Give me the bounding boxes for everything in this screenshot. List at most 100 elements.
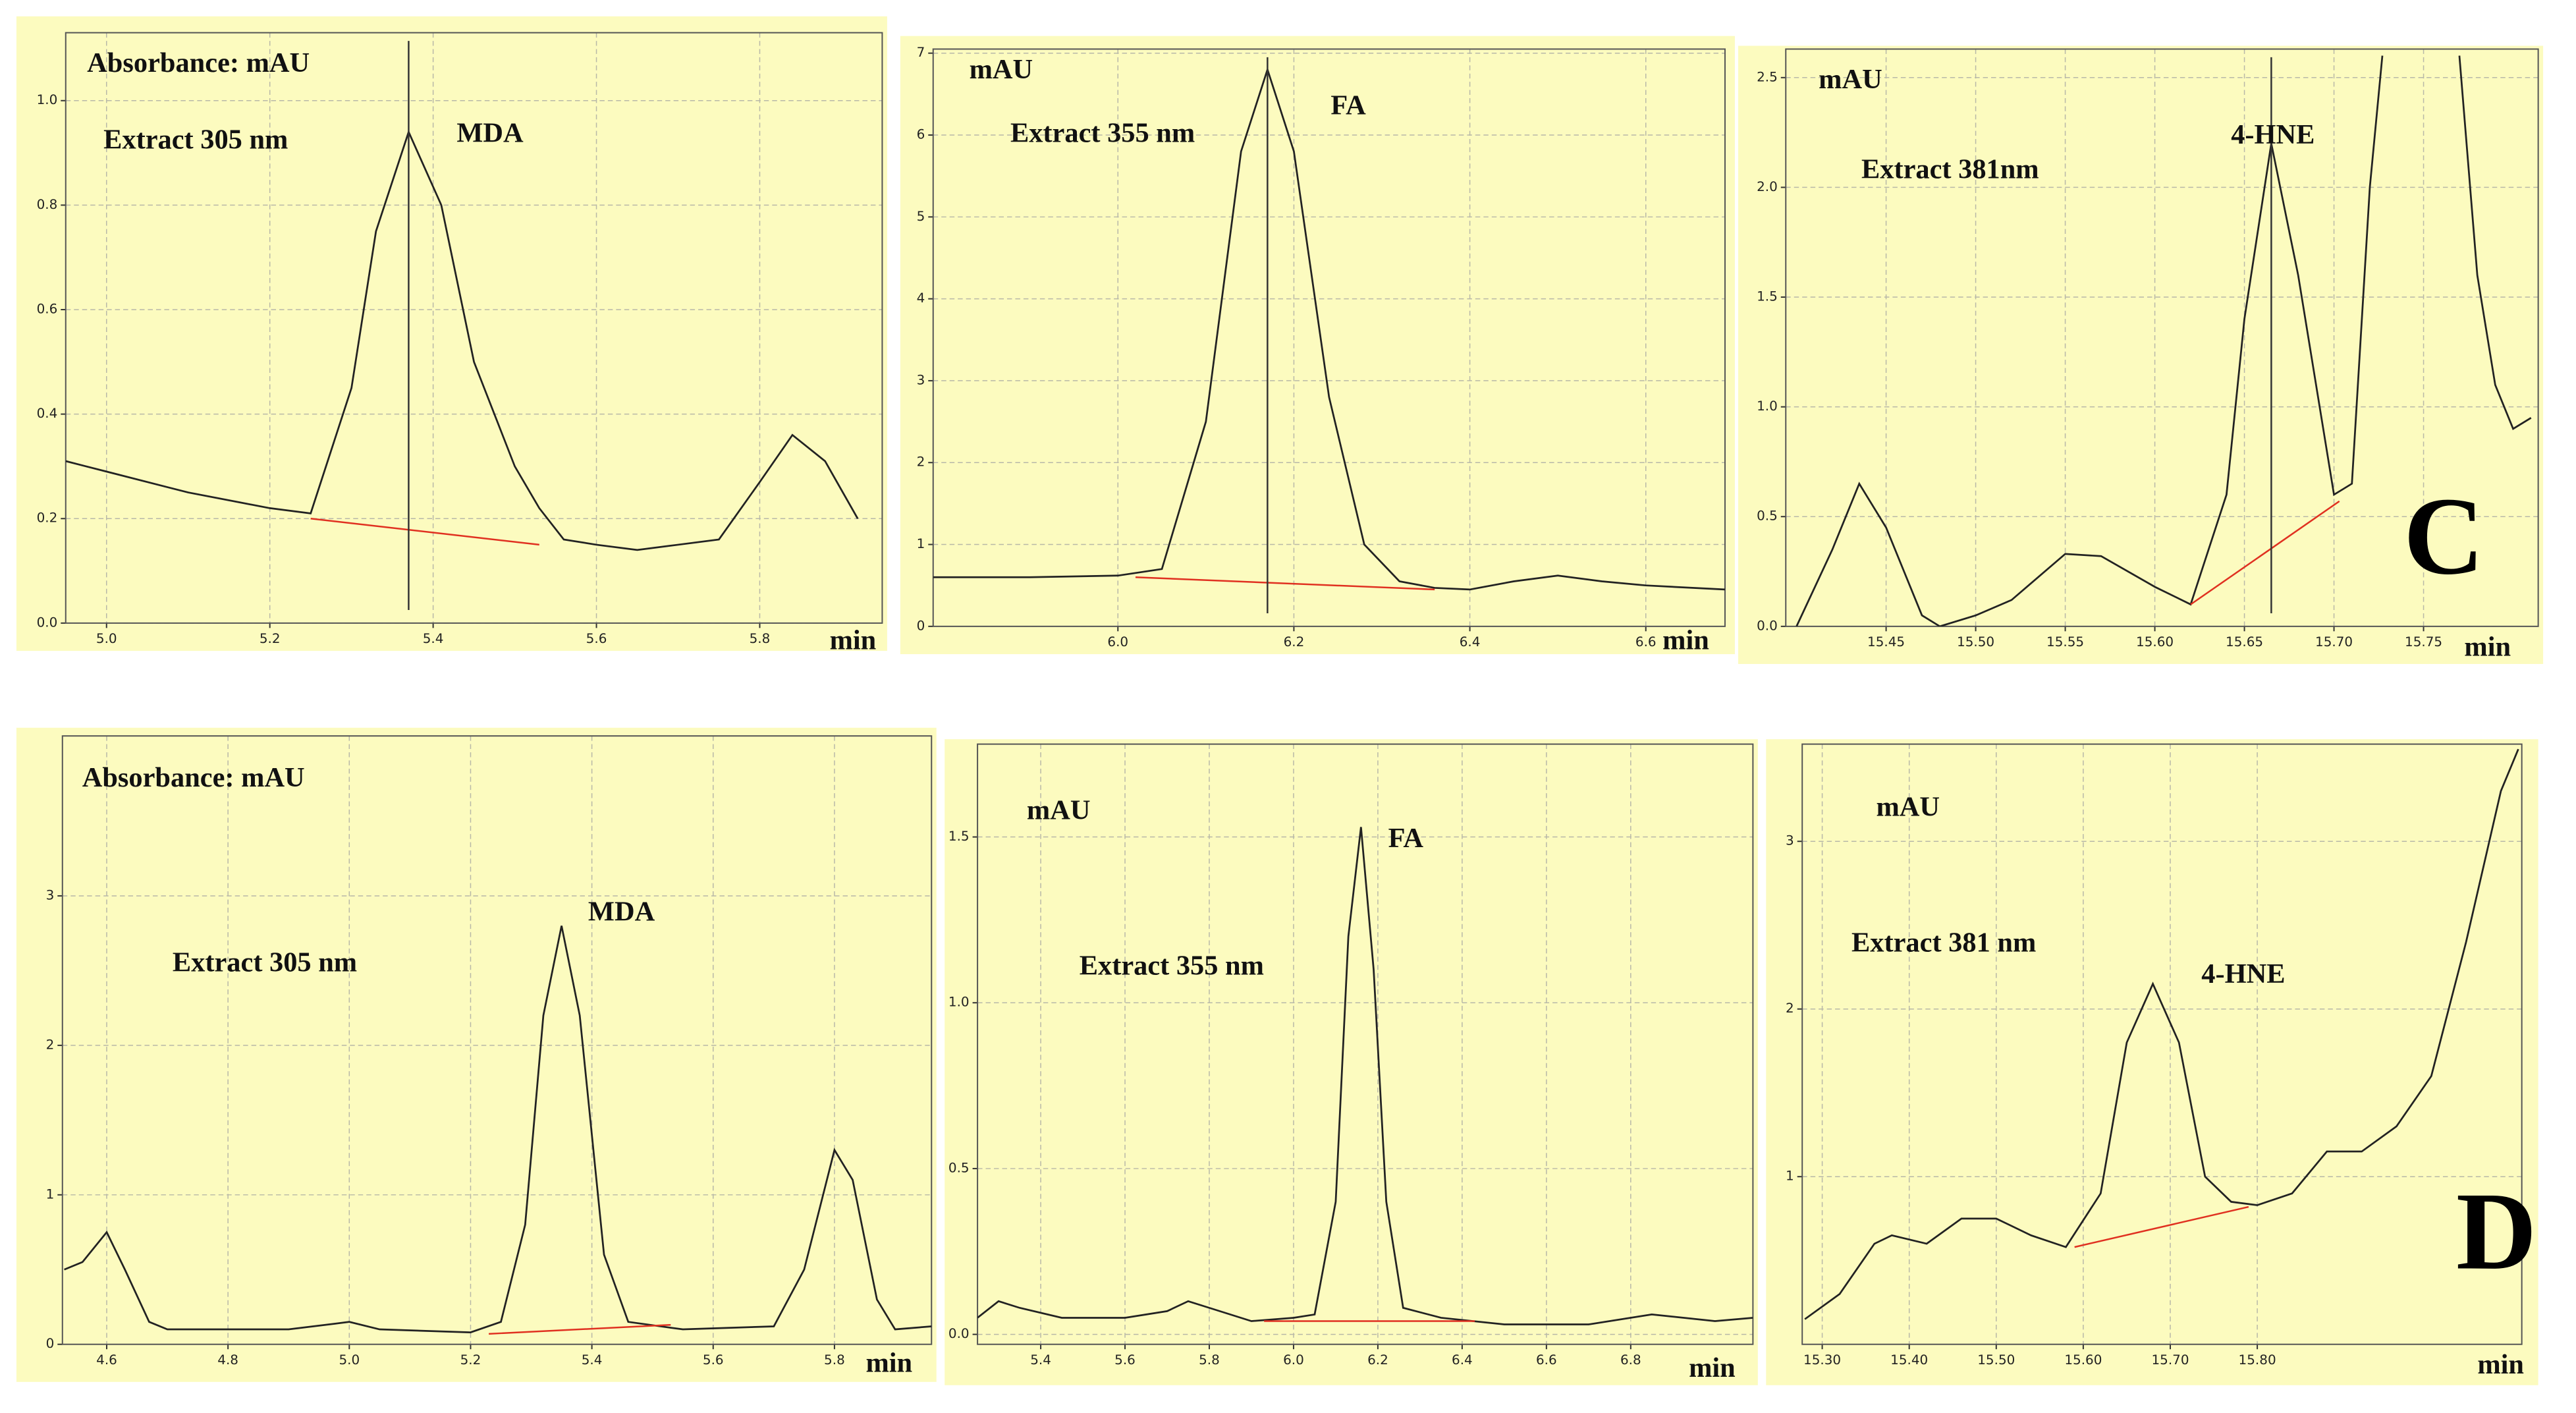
- x-tick-label: 6.6: [1536, 1352, 1557, 1368]
- y-tick-label: 0.6: [37, 302, 58, 317]
- plot-frame: [65, 32, 883, 624]
- plot-frame: [1801, 743, 2523, 1345]
- y-axis-label: mAU: [1819, 64, 1882, 95]
- panel-background: [16, 16, 887, 651]
- panel-label: C: [2403, 474, 2484, 598]
- y-tick-label: 1: [917, 536, 925, 551]
- peak-label: MDA: [456, 118, 524, 149]
- y-tick-label: 0: [917, 618, 925, 633]
- y-tick-label: 7: [917, 45, 925, 60]
- x-tick-label: 15.30: [1803, 1352, 1841, 1368]
- extract-label: Extract 355 nm: [1080, 950, 1264, 981]
- x-tick-label: 5.4: [1030, 1352, 1051, 1368]
- y-tick-label: 0.4: [37, 406, 58, 421]
- y-tick-label: 3: [46, 888, 55, 903]
- y-tick-label: 1.5: [948, 829, 970, 844]
- y-tick-label: 2.0: [1757, 179, 1778, 194]
- x-tick-label: 5.4: [423, 631, 444, 646]
- panel-background: [900, 36, 1735, 655]
- integration-baseline: [1135, 576, 1435, 591]
- x-tick-label: 5.8: [824, 1352, 845, 1368]
- x-tick-label: 5.2: [460, 1352, 481, 1368]
- trace: [1804, 748, 2519, 1320]
- plot-frame: [1785, 48, 2539, 627]
- trace: [933, 67, 1725, 591]
- integration-baseline: [2190, 500, 2340, 605]
- extract-label: Extract 381 nm: [1851, 928, 2036, 958]
- x-tick-label: 6.8: [1620, 1352, 1641, 1368]
- panel: 0.0 0.5 1.0 1.5 5.4 5.6 5.8 6.0 6.2 6.4 6.6 6.8 mAU E…: [945, 739, 1758, 1385]
- integration-baseline: [489, 1323, 671, 1335]
- x-tick-label: 15.75: [2405, 634, 2442, 650]
- y-tick-label: 3: [917, 372, 925, 387]
- panel-background: [1766, 739, 2538, 1385]
- x-axis-label: min: [1662, 624, 1709, 655]
- x-tick-label: 6.2: [1284, 634, 1305, 650]
- extract-label: Extract 305 nm: [103, 125, 288, 155]
- x-tick-label: 15.55: [2046, 634, 2084, 650]
- y-tick-label: 4: [917, 291, 925, 306]
- x-axis-label: min: [2464, 631, 2511, 662]
- x-tick-label: 4.6: [96, 1352, 117, 1368]
- y-tick-label: 0.5: [1757, 509, 1778, 524]
- y-tick-label: 2.5: [1757, 69, 1778, 84]
- y-tick-label: 0.0: [1757, 618, 1778, 633]
- y-tick-label: 2: [917, 455, 925, 470]
- x-tick-label: 15.70: [2151, 1352, 2189, 1368]
- x-tick-label: 5.8: [750, 631, 771, 646]
- y-tick-label: 0.8: [37, 197, 58, 212]
- panel: 1 2 3 15.30 15.40 15.50 15.60 15.70 15.80 mAU Extr…: [1766, 739, 2538, 1385]
- panel: 0.0 0.5 1.0 1.5 2.0 2.5 15.45 15.50 15.55 15.60 15…: [1738, 45, 2544, 664]
- x-tick-label: 6.4: [1460, 634, 1481, 650]
- x-tick-label: 5.4: [582, 1352, 603, 1368]
- y-tick-label: 6: [917, 127, 925, 142]
- x-tick-label: 5.2: [260, 631, 281, 646]
- x-tick-label: 5.6: [703, 1352, 724, 1368]
- x-tick-label: 6.0: [1107, 634, 1128, 650]
- x-tick-label: 5.8: [1199, 1352, 1220, 1368]
- peak-label: FA: [1388, 823, 1424, 854]
- x-tick-label: 15.80: [2239, 1352, 2276, 1368]
- x-tick-label: 15.60: [2064, 1352, 2102, 1368]
- x-tick-label: 15.50: [1977, 1352, 2015, 1368]
- x-axis-label: min: [1689, 1352, 1736, 1383]
- y-axis-label: Absorbance: mAU: [87, 47, 310, 78]
- panel: 0.0 0.2 0.4 0.6 0.8 1.0 5.0 5.2 5.4 5.6 5.8 Absorba…: [16, 16, 887, 655]
- plot-frame: [977, 743, 1754, 1345]
- plot-frame: [932, 48, 1726, 627]
- x-axis-label: min: [865, 1348, 912, 1379]
- y-tick-label: 5: [917, 209, 925, 224]
- x-axis-label: min: [830, 624, 877, 655]
- panel: 0 1 2 3 4 5 6 7 6.0 6.2 6.4 6.6 mAU Extract 355 nm FA m…: [900, 36, 1735, 655]
- integration-baseline: [2074, 1205, 2249, 1248]
- panel-background: [1738, 45, 2544, 664]
- y-tick-label: 0.0: [948, 1326, 970, 1341]
- y-tick-label: 2: [1786, 1001, 1794, 1016]
- trace: [64, 926, 932, 1333]
- panel: 0 1 2 3 4.6 4.8 5.0 5.2 5.4 5.6 5.8 Absorbance: mAU…: [16, 727, 937, 1382]
- y-tick-label: 1.5: [1757, 289, 1778, 304]
- y-tick-label: 0.5: [948, 1160, 970, 1175]
- x-tick-label: 4.8: [217, 1352, 238, 1368]
- y-tick-label: 1.0: [37, 92, 58, 107]
- plot-frame: [61, 735, 933, 1345]
- x-tick-label: 5.0: [96, 631, 117, 646]
- panel-label: D: [2456, 1169, 2536, 1293]
- extract-label: Extract 305 nm: [173, 947, 357, 978]
- peak-label: MDA: [588, 897, 655, 928]
- x-tick-label: 15.70: [2315, 634, 2353, 650]
- y-tick-label: 3: [1786, 833, 1794, 848]
- extract-label: Extract 355 nm: [1010, 118, 1195, 149]
- trace: [977, 827, 1753, 1325]
- x-tick-label: 5.6: [586, 631, 607, 646]
- x-tick-label: 15.50: [1957, 634, 1994, 650]
- x-tick-label: 5.0: [339, 1352, 360, 1368]
- y-tick-label: 1: [1786, 1169, 1794, 1184]
- y-axis-label: Absorbance: mAU: [82, 762, 305, 793]
- extract-label: Extract 381nm: [1861, 153, 2039, 184]
- x-tick-label: 6.0: [1283, 1352, 1304, 1368]
- y-tick-label: 1: [46, 1186, 55, 1202]
- y-tick-label: 1.0: [948, 995, 970, 1010]
